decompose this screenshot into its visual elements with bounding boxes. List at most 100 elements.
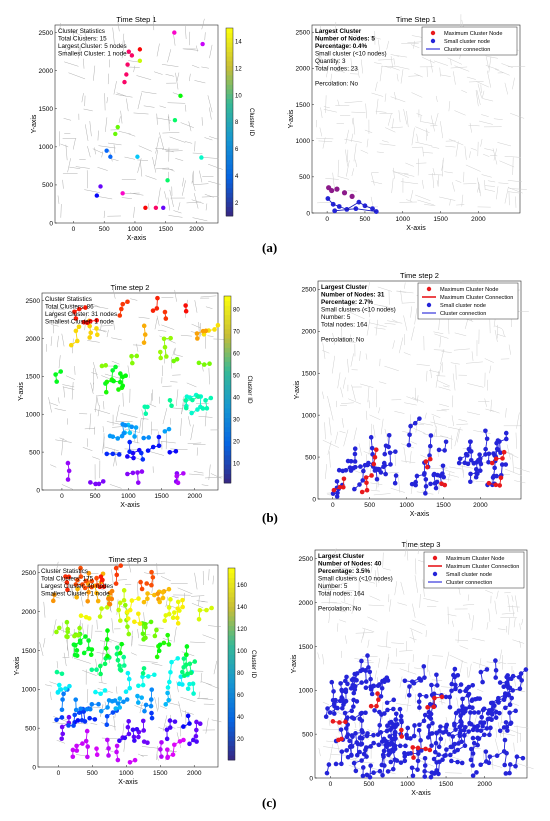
cluster-node [125, 62, 130, 67]
cluster-node [184, 644, 190, 649]
cluster-node [200, 41, 205, 47]
fracture-segment [145, 175, 157, 180]
fracture-segment [45, 684, 52, 687]
fracture-segment [331, 355, 336, 374]
cluster-node [440, 463, 446, 469]
colorbar-segment [226, 103, 233, 109]
legend-entry: Maximum Cluster Node [446, 556, 504, 562]
fracture-segment [176, 681, 179, 693]
fracture-segment [406, 199, 413, 203]
x-tick-label: 500 [364, 781, 375, 788]
fracture-segment [438, 386, 451, 391]
cluster-node [152, 672, 157, 678]
x-tick-label: 1000 [396, 216, 411, 223]
x-tick-label: 500 [90, 493, 101, 500]
fracture-segment [148, 203, 150, 210]
colorbar-segment [224, 342, 231, 348]
fracture-segment [165, 149, 174, 153]
fracture-segment [404, 282, 406, 289]
fracture-segment [490, 155, 498, 157]
x-tick-label: 0 [57, 770, 61, 777]
y-tick-label: 0 [36, 487, 40, 494]
cluster-node [88, 480, 93, 485]
fracture-segment [322, 654, 325, 665]
cluster-node [125, 299, 130, 305]
fracture-segment [92, 361, 98, 379]
fracture-segment [112, 286, 116, 299]
fracture-segment [487, 56, 498, 59]
fracture-segment [173, 626, 177, 643]
fracture-segment [209, 107, 212, 120]
colorbar-segment [226, 126, 233, 132]
fracture-segment [433, 60, 449, 66]
cluster-node [410, 773, 416, 779]
y-tick-label: 1500 [296, 102, 311, 109]
fracture-segment [410, 44, 420, 49]
colorbar-segment [226, 70, 233, 76]
fracture-segment [171, 596, 179, 599]
fracture-segment [324, 464, 328, 479]
fracture-segment [449, 654, 463, 662]
fracture-segment [186, 201, 201, 204]
fracture-segment [432, 168, 436, 176]
fracture-segment [390, 56, 393, 68]
fracture-segment [371, 181, 383, 185]
fracture-segment [492, 148, 498, 165]
colorbar-segment [226, 46, 233, 52]
cluster-node [382, 451, 388, 457]
fracture-segment [98, 681, 107, 684]
cluster-node [452, 666, 458, 672]
stats-text: Number: 5 [318, 583, 348, 590]
fracture-segment [92, 148, 104, 154]
fracture-segment [438, 700, 446, 704]
colorbar-segment [228, 678, 235, 684]
fracture-segment [323, 746, 340, 750]
colorbar-tick-label: 100 [237, 649, 248, 655]
fracture-segment [318, 747, 321, 757]
fracture-segment [162, 132, 180, 134]
fracture-segment [456, 427, 461, 443]
cluster-node [102, 688, 108, 693]
colorbar-segment [226, 183, 233, 189]
fracture-segment [84, 428, 95, 430]
fracture-segment [366, 319, 371, 336]
fracture-segment [159, 105, 166, 108]
fracture-segment [431, 413, 441, 418]
cluster-node [59, 671, 65, 677]
fracture-segment [79, 44, 82, 52]
legend-entry: Maximum Cluster Node [444, 31, 502, 37]
cluster-node [134, 726, 140, 732]
fracture-segment [378, 381, 387, 384]
fracture-segment [422, 146, 424, 157]
cluster-node [417, 705, 422, 710]
legend-marker-icon [432, 555, 438, 561]
fracture-segment [519, 640, 522, 648]
fracture-segment [432, 655, 443, 657]
fracture-segment [484, 185, 495, 187]
fracture-segment [466, 667, 469, 678]
fracture-segment [415, 558, 417, 575]
fracture-segment [369, 36, 381, 40]
fracture-segment [201, 18, 205, 30]
colorbar-segment [224, 459, 231, 465]
cluster-node [83, 738, 89, 744]
fracture-segment [318, 26, 321, 41]
cluster-node [203, 398, 208, 403]
cluster-node [209, 605, 214, 611]
cluster-node [428, 433, 434, 438]
colorbar-segment [224, 375, 231, 381]
cluster-node [398, 713, 404, 719]
fracture-segment [435, 95, 438, 103]
colorbar-segment [226, 206, 233, 212]
cluster-node [135, 470, 140, 475]
fracture-segment [178, 701, 183, 717]
fracture-segment [204, 32, 206, 41]
fracture-segment [448, 138, 464, 146]
legend-marker-icon [430, 38, 436, 44]
cluster-node [329, 679, 335, 685]
fracture-segment [169, 136, 186, 143]
fracture-segment [441, 686, 453, 688]
cluster-node [417, 416, 422, 421]
fracture-segment [413, 40, 415, 49]
cluster-node [381, 460, 387, 466]
